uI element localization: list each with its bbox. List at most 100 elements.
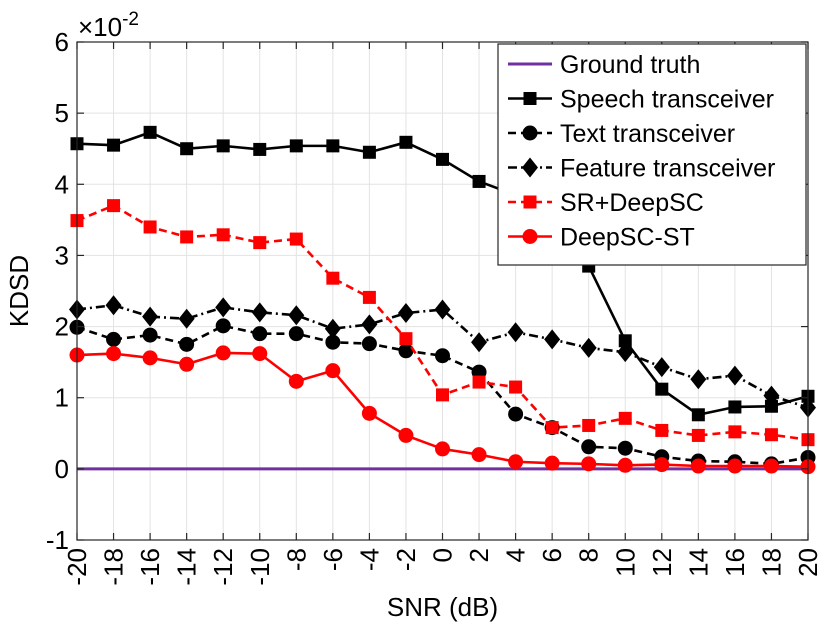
x-tick-label: 12 <box>647 548 677 577</box>
data-point-speech-transceiver <box>180 142 194 156</box>
data-point-speech-transceiver <box>728 400 742 414</box>
data-point-text-transceiver <box>215 318 231 334</box>
data-point-sr-deepsc <box>143 220 157 234</box>
data-point-text-transceiver <box>508 406 524 422</box>
data-point-feature-transceiver <box>544 329 561 350</box>
x-tick-label: -12 <box>208 548 238 586</box>
data-point-sr-deepsc <box>253 236 267 250</box>
data-point-sr-deepsc <box>289 232 303 246</box>
x-axis-label: SNR (dB) <box>387 592 498 622</box>
data-point-deepsc-st <box>398 427 414 443</box>
x-tick-label: -8 <box>281 548 311 571</box>
x-tick-label: 16 <box>720 548 750 577</box>
series-speech-transceiver <box>70 125 815 422</box>
data-point-speech-transceiver <box>764 399 778 413</box>
data-point-deepsc-st <box>288 373 304 389</box>
data-point-speech-transceiver <box>655 382 669 396</box>
data-point-sr-deepsc <box>509 380 523 394</box>
legend-marker-sr-deepsc <box>523 195 537 209</box>
data-point-sr-deepsc <box>545 421 559 435</box>
legend-label-speech-transceiver: Speech transceiver <box>560 86 774 114</box>
legend-label-feature-transceiver: Feature transceiver <box>560 155 775 183</box>
data-point-feature-transceiver <box>251 302 268 323</box>
x-tick-label: -14 <box>172 548 202 586</box>
axis-labels: ×10-2 SNR (dB) KDSD <box>4 9 498 622</box>
data-point-sr-deepsc <box>728 425 742 439</box>
data-point-deepsc-st <box>617 457 633 473</box>
data-point-feature-transceiver <box>726 365 743 386</box>
data-point-deepsc-st <box>763 458 779 474</box>
data-point-sr-deepsc <box>618 411 632 425</box>
data-point-feature-transceiver <box>288 305 305 326</box>
data-point-sr-deepsc <box>107 199 121 213</box>
series-deepsc-st <box>69 345 816 475</box>
legend-label-sr-deepsc: SR+DeepSC <box>560 189 704 217</box>
data-point-deepsc-st <box>361 405 377 421</box>
y-tick-label: 0 <box>55 454 69 484</box>
data-point-speech-transceiver <box>472 174 486 188</box>
y-tick-label: 1 <box>55 383 69 413</box>
data-point-sr-deepsc <box>764 428 778 442</box>
legend-marker-feature-transceiver <box>522 157 538 178</box>
legend-box <box>497 43 807 266</box>
data-point-text-transceiver <box>435 348 450 364</box>
x-tick-label: -6 <box>318 548 348 571</box>
data-point-deepsc-st <box>654 457 670 473</box>
data-point-deepsc-st <box>581 456 597 472</box>
data-point-feature-transceiver <box>178 308 195 329</box>
x-tick-label: 6 <box>537 548 567 562</box>
data-point-deepsc-st <box>690 458 706 474</box>
data-point-sr-deepsc <box>691 428 705 442</box>
data-point-speech-transceiver <box>691 408 705 422</box>
data-point-speech-transceiver <box>216 139 230 153</box>
data-point-deepsc-st <box>435 441 450 457</box>
data-point-speech-transceiver <box>326 139 340 153</box>
data-point-text-transceiver <box>179 336 195 352</box>
data-point-speech-transceiver <box>399 135 413 149</box>
x-tick-label: 14 <box>683 548 713 577</box>
data-point-speech-transceiver <box>362 145 376 159</box>
data-point-sr-deepsc <box>655 423 669 437</box>
data-point-speech-transceiver <box>107 138 121 152</box>
data-point-text-transceiver <box>288 326 304 342</box>
data-point-sr-deepsc <box>472 375 486 389</box>
y-tick-label: 2 <box>55 312 69 342</box>
data-point-sr-deepsc <box>362 290 376 304</box>
legend-marker-speech-transceiver <box>523 92 537 105</box>
data-point-text-transceiver <box>142 327 158 343</box>
data-point-text-transceiver <box>252 326 268 342</box>
data-point-feature-transceiver <box>434 299 451 320</box>
data-point-speech-transceiver <box>253 142 267 156</box>
data-point-deepsc-st <box>252 346 268 362</box>
series-text-transceiver <box>69 318 816 472</box>
data-point-sr-deepsc <box>582 418 596 432</box>
data-point-speech-transceiver <box>143 125 157 139</box>
data-point-deepsc-st <box>471 447 487 463</box>
data-point-feature-transceiver <box>507 322 524 343</box>
y-tick-label: 6 <box>55 27 69 57</box>
data-point-sr-deepsc <box>180 230 194 244</box>
data-point-deepsc-st <box>106 346 122 362</box>
x-tick-label: -2 <box>391 548 421 571</box>
data-point-deepsc-st <box>508 454 524 470</box>
data-point-sr-deepsc <box>216 228 230 242</box>
series-line-text-transceiver <box>76 324 809 466</box>
data-point-text-transceiver <box>361 336 377 352</box>
legend-label-ground-truth: Ground truth <box>560 51 700 79</box>
data-point-text-transceiver <box>581 439 597 455</box>
y-axis-label: KDSD <box>4 255 34 327</box>
series-feature-transceiver <box>69 295 816 418</box>
data-point-feature-transceiver <box>653 357 670 378</box>
x-tick-label: 10 <box>610 548 640 577</box>
data-point-deepsc-st <box>325 363 341 379</box>
data-point-feature-transceiver <box>580 337 597 358</box>
data-point-text-transceiver <box>617 440 633 456</box>
legend: Ground truth Speech transceiver Text trans… <box>497 43 807 266</box>
data-point-speech-transceiver <box>436 152 449 166</box>
legend-marker-deepsc-st <box>522 229 538 244</box>
series-sr-deepsc <box>70 199 815 447</box>
x-tick-label: -4 <box>354 548 384 571</box>
data-point-feature-transceiver <box>142 306 159 327</box>
x-tick-label: -18 <box>99 548 129 586</box>
